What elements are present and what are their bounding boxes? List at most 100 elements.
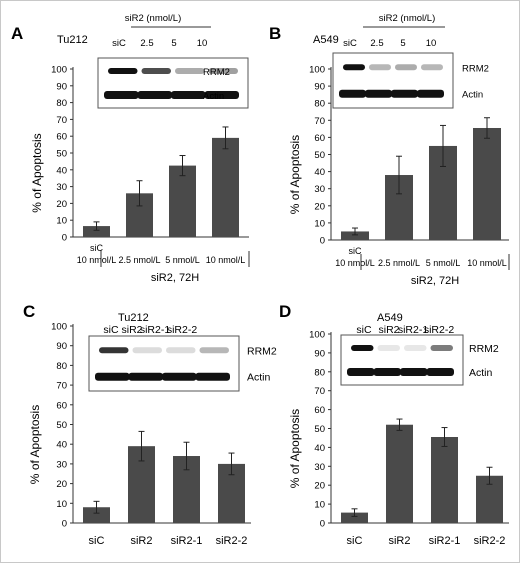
blot-band-label: RRM2 — [469, 343, 499, 355]
actin-band — [128, 372, 163, 381]
y-tick-label: 90 — [314, 82, 325, 93]
y-tick-label: 50 — [56, 149, 67, 160]
blot-header: siR2 (nmol/L) — [125, 13, 182, 24]
y-tick-label: 10 — [56, 499, 67, 510]
panel-a: A Tu212 0 10 20 30 40 50 60 70 80 90 100 % of Apoptos… — [11, 13, 250, 284]
blot-band-label: Actin — [469, 367, 493, 379]
y-tick-label: 50 — [314, 150, 325, 161]
y-tick-label: 0 — [320, 236, 325, 247]
y-tick-label: 60 — [56, 400, 67, 411]
y-tick-label: 20 — [314, 201, 325, 212]
panel-letter: C — [23, 302, 35, 321]
y-tick-label: 80 — [56, 361, 67, 372]
blot-band-label: Actin — [203, 91, 224, 102]
actin-band — [162, 372, 197, 381]
y-tick-label: 20 — [314, 481, 325, 492]
category-label: siC — [347, 535, 363, 547]
actin-band — [417, 89, 444, 98]
actin-band — [95, 372, 130, 381]
category-label: siC — [89, 535, 105, 547]
blot-lane-label: siC — [343, 38, 357, 49]
bar — [341, 231, 369, 240]
bar — [83, 226, 110, 237]
y-tick-label: 60 — [56, 132, 67, 143]
rrm2-band — [369, 64, 391, 71]
y-tick-label: 20 — [56, 479, 67, 490]
y-tick-label: 0 — [62, 519, 67, 530]
blot-lane-label: 2.5 — [370, 38, 383, 49]
bar — [386, 424, 413, 523]
bar — [473, 127, 501, 240]
category-label: siR2 — [130, 535, 152, 547]
panel-letter: D — [279, 302, 291, 321]
y-axis-label: % of Apoptosis — [288, 409, 302, 488]
actin-band — [347, 368, 375, 376]
bar — [83, 507, 110, 523]
rrm2-band — [141, 68, 171, 74]
cell-line-label: A549 — [377, 312, 403, 324]
y-tick-label: 80 — [56, 98, 67, 109]
y-axis-label: % of Apoptosis — [30, 133, 44, 212]
actin-band — [204, 91, 239, 99]
category-label: 2.5 nmol/L — [378, 258, 420, 268]
blot-band-label: Actin — [247, 372, 271, 384]
rrm2-band — [132, 347, 162, 354]
rrm2-band — [343, 64, 365, 71]
y-tick-label: 50 — [314, 424, 325, 435]
y-tick-label: 30 — [56, 182, 67, 193]
y-tick-label: 100 — [51, 322, 67, 333]
y-tick-label: 70 — [314, 116, 325, 127]
actin-band — [391, 89, 418, 98]
category-label: 10 nmol/L — [77, 255, 117, 265]
rrm2-band — [395, 64, 417, 71]
category-label: siC — [90, 243, 103, 253]
y-tick-label: 60 — [314, 405, 325, 416]
actin-band — [137, 91, 172, 99]
cell-line-label: A549 — [313, 34, 339, 46]
y-tick-label: 40 — [56, 165, 67, 176]
rrm2-band — [421, 64, 443, 71]
actin-band — [400, 368, 428, 376]
actin-band — [426, 368, 454, 376]
category-label: 2.5 nmol/L — [118, 255, 160, 265]
y-tick-label: 70 — [56, 381, 67, 392]
bar — [212, 137, 239, 237]
category-label: 5 nmol/L — [165, 255, 200, 265]
blot-lane-label: siC — [112, 38, 126, 49]
actin-band — [373, 368, 401, 376]
category-label: 5 nmol/L — [426, 258, 461, 268]
category-label: siR2-2 — [474, 535, 506, 547]
y-tick-label: 10 — [314, 218, 325, 229]
western-blot-inset: siR2 (nmol/L) siC 2.5 5 10 RRM2 Actin — [97, 13, 249, 109]
y-tick-label: 50 — [56, 420, 67, 431]
rrm2-band — [166, 347, 196, 354]
rrm2-band — [99, 347, 129, 354]
y-tick-label: 30 — [56, 459, 67, 470]
panel-letter: A — [11, 24, 23, 43]
y-tick-label: 30 — [314, 462, 325, 473]
blot-frame — [332, 52, 454, 109]
y-tick-label: 90 — [314, 348, 325, 359]
bar — [341, 512, 368, 523]
rrm2-band — [208, 68, 238, 74]
y-tick-label: 100 — [309, 330, 325, 341]
y-tick-label: 40 — [314, 167, 325, 178]
blot-band-label: RRM2 — [247, 345, 277, 357]
panel-b: B A549 0 10 20 30 40 50 60 70 80 90 100 % of Apoptosi… — [269, 13, 510, 287]
bar — [431, 437, 458, 523]
y-tick-label: 40 — [56, 440, 67, 451]
y-tick-label: 80 — [314, 367, 325, 378]
panel-letter: B — [269, 24, 281, 43]
blot-frame — [88, 335, 240, 392]
y-tick-label: 90 — [56, 341, 67, 352]
y-tick-label: 70 — [314, 386, 325, 397]
y-tick-label: 90 — [56, 81, 67, 92]
blot-lane-label: siR2 — [121, 324, 142, 336]
blot-band-label: RRM2 — [203, 67, 230, 78]
rrm2-band — [199, 347, 229, 354]
y-tick-label: 10 — [314, 500, 325, 511]
actin-band — [171, 91, 206, 99]
y-tick-label: 70 — [56, 115, 67, 126]
